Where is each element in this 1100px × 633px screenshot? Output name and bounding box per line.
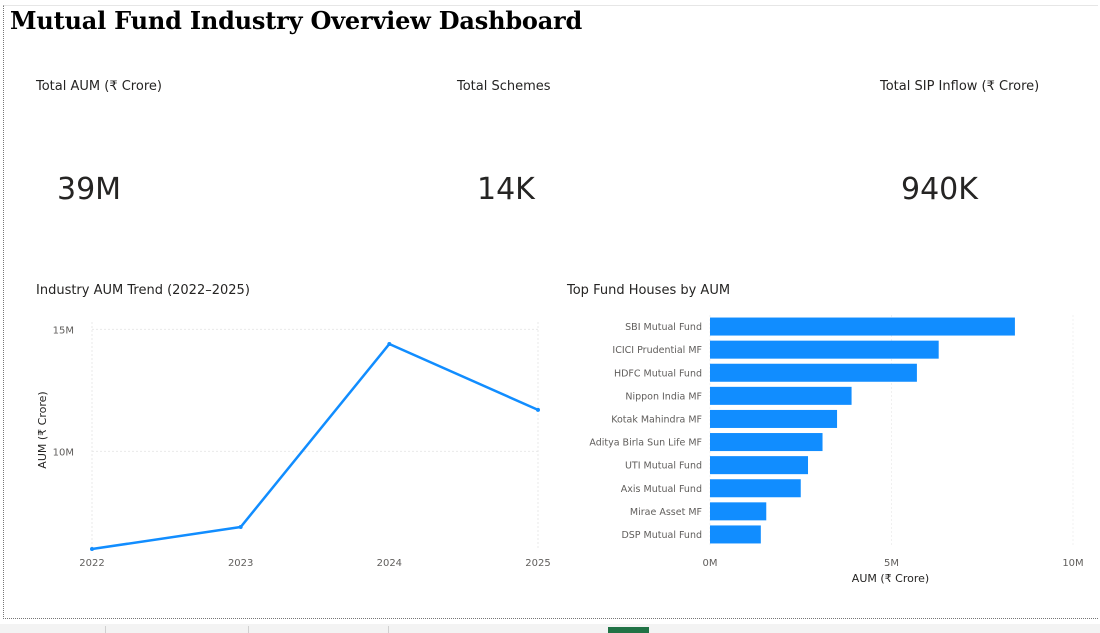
kpi-total-aum-label: Total AUM (₹ Crore) bbox=[36, 79, 162, 94]
y-tick-label: 10M bbox=[53, 447, 74, 458]
category-label: Kotak Mahindra MF bbox=[611, 414, 702, 425]
x-tick-label: 0M bbox=[703, 558, 718, 569]
category-label: SBI Mutual Fund bbox=[625, 322, 702, 333]
page-tab-divider bbox=[248, 626, 249, 633]
kpi-total-sip-label: Total SIP Inflow (₹ Crore) bbox=[880, 79, 1040, 94]
category-label: Aditya Birla Sun Life MF bbox=[589, 438, 702, 449]
category-label: DSP Mutual Fund bbox=[621, 530, 702, 541]
y-axis-title: AUM (₹ Crore) bbox=[36, 391, 49, 468]
kpi-total-sip-value[interactable]: 940K bbox=[901, 172, 978, 207]
bar bbox=[710, 363, 917, 382]
x-tick-label: 5M bbox=[884, 558, 899, 569]
bar bbox=[710, 340, 939, 359]
x-axis-title: AUM (₹ Crore) bbox=[852, 572, 929, 585]
bar bbox=[710, 502, 767, 521]
y-tick-label: 15M bbox=[53, 325, 74, 336]
category-label: Mirae Asset MF bbox=[630, 507, 702, 518]
line-chart-title: Industry AUM Trend (2022–2025) bbox=[36, 283, 250, 298]
category-label: UTI Mutual Fund bbox=[625, 461, 702, 472]
page-tab-active[interactable] bbox=[608, 627, 649, 633]
bar-chart-title: Top Fund Houses by AUM bbox=[567, 283, 731, 298]
data-point bbox=[387, 341, 392, 346]
bar bbox=[710, 479, 801, 498]
kpi-total-schemes-value[interactable]: 14K bbox=[477, 172, 535, 207]
category-label: Nippon India MF bbox=[625, 391, 702, 402]
x-tick-label: 2023 bbox=[228, 558, 253, 569]
bar bbox=[710, 409, 838, 428]
page-tab-divider bbox=[105, 626, 106, 633]
data-point bbox=[90, 547, 94, 551]
page-tabs-bar bbox=[0, 624, 1100, 633]
bar bbox=[710, 433, 823, 452]
x-tick-label: 2025 bbox=[525, 558, 550, 569]
category-label: HDFC Mutual Fund bbox=[614, 368, 702, 379]
category-label: ICICI Prudential MF bbox=[612, 345, 702, 356]
x-tick-label: 2024 bbox=[377, 558, 402, 569]
x-tick-label: 2022 bbox=[79, 558, 104, 569]
page-title: Mutual Fund Industry Overview Dashboard bbox=[10, 6, 583, 35]
bar bbox=[710, 525, 761, 544]
data-point bbox=[536, 407, 540, 412]
page-tab-divider bbox=[388, 626, 389, 633]
report-canvas bbox=[3, 5, 1098, 619]
series-line bbox=[90, 342, 540, 551]
bar bbox=[710, 456, 809, 475]
bar bbox=[710, 317, 1015, 336]
bar bbox=[710, 386, 852, 405]
x-tick-label: 10M bbox=[1062, 558, 1083, 569]
category-label: Axis Mutual Fund bbox=[621, 484, 702, 495]
kpi-total-aum-value[interactable]: 39M bbox=[57, 172, 122, 207]
kpi-total-schemes-label: Total Schemes bbox=[457, 79, 551, 94]
data-point bbox=[238, 525, 243, 530]
